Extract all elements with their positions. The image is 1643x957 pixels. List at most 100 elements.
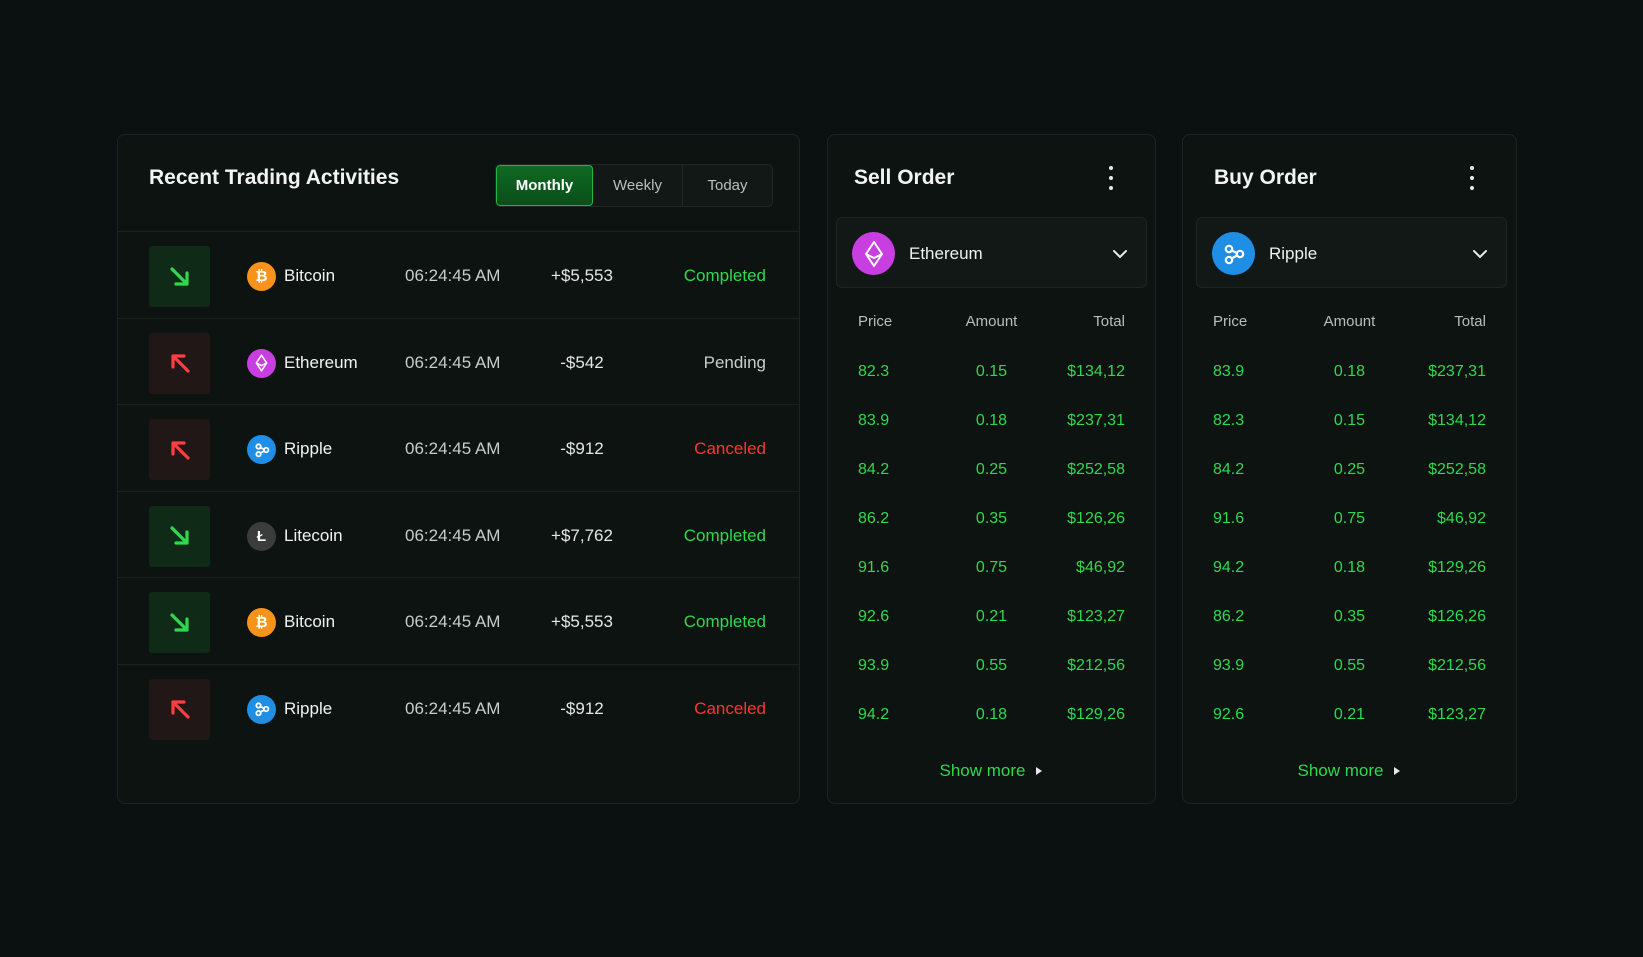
sell-more-options-icon[interactable]: [1107, 166, 1115, 190]
table-row[interactable]: 94.2 0.18 $129,26: [828, 690, 1155, 739]
table-row[interactable]: 91.6 0.75 $46,92: [1183, 494, 1516, 543]
coin-name: Litecoin: [284, 525, 343, 545]
table-row[interactable]: Ripple 06:24:45 AM -$912 Canceled: [118, 665, 799, 752]
amount-cell: 0.55: [975, 656, 1008, 674]
ripple-icon: [1212, 232, 1255, 275]
tab-weekly[interactable]: Weekly: [593, 165, 683, 206]
total-cell: $252,58: [1067, 460, 1125, 478]
table-row[interactable]: Ripple 06:24:45 AM -$912 Canceled: [118, 405, 799, 492]
table-row[interactable]: 92.6 0.21 $123,27: [828, 592, 1155, 641]
trade-amount: +$5,553: [551, 612, 613, 631]
amount-cell: 0.35: [975, 509, 1008, 527]
sell-order-title: Sell Order: [854, 166, 955, 189]
table-row[interactable]: 94.2 0.18 $129,26: [1183, 543, 1516, 592]
arrow-down-right-icon: [149, 505, 210, 567]
trade-time: 06:24:45 AM: [405, 266, 501, 285]
table-row[interactable]: 91.6 0.75 $46,92: [828, 543, 1155, 592]
table-row[interactable]: 93.9 0.55 $212,56: [828, 641, 1155, 690]
amount-cell: 0.15: [975, 362, 1008, 380]
bitcoin-icon: ₿: [247, 262, 276, 291]
table-row[interactable]: 84.2 0.25 $252,58: [1183, 445, 1516, 494]
table-header: Price Amount Total: [1183, 313, 1516, 341]
total-cell: $129,26: [1428, 558, 1486, 576]
trade-amount: +$7,762: [551, 525, 613, 545]
sell-order-card: Sell Order Ethereum Price Amount Total 8…: [827, 134, 1156, 804]
activities-header: Recent Trading Activities Monthly Weekly…: [118, 135, 799, 232]
buy-selected-coin: Ripple: [1269, 244, 1318, 263]
trade-amount: +$5,553: [551, 266, 613, 285]
total-cell: $123,27: [1428, 705, 1486, 723]
column-total: Total: [1093, 313, 1125, 330]
recent-trading-activities-card: Recent Trading Activities Monthly Weekly…: [117, 134, 800, 804]
total-cell: $212,56: [1428, 656, 1486, 674]
sell-coin-select[interactable]: Ethereum: [836, 217, 1147, 288]
table-header: Price Amount Total: [828, 313, 1155, 341]
total-cell: $212,56: [1067, 656, 1125, 674]
bitcoin-icon: ₿: [247, 608, 276, 637]
coin-name: Ripple: [284, 439, 333, 458]
arrow-down-right-icon: [149, 592, 210, 653]
trade-time: 06:24:45 AM: [405, 698, 501, 718]
table-row[interactable]: 82.3 0.15 $134,12: [828, 347, 1155, 396]
coin-name: Ethereum: [284, 352, 358, 372]
amount-cell: 0.55: [1333, 656, 1366, 674]
amount-cell: 0.18: [975, 411, 1008, 429]
ethereum-icon: [247, 348, 276, 378]
total-cell: $129,26: [1067, 705, 1125, 723]
table-row[interactable]: ₿ Bitcoin 06:24:45 AM +$5,553 Completed: [118, 578, 799, 665]
total-cell: $252,58: [1428, 460, 1486, 478]
table-row[interactable]: Ethereum 06:24:45 AM -$542 Pending: [118, 319, 799, 405]
price-cell: 86.2: [858, 509, 890, 527]
table-row[interactable]: 84.2 0.25 $252,58: [828, 445, 1155, 494]
amount-cell: 0.21: [1333, 705, 1366, 723]
status-label: Completed: [683, 612, 766, 631]
price-cell: 92.6: [1213, 705, 1245, 723]
amount-cell: 0.35: [1333, 607, 1366, 625]
ripple-icon: [247, 435, 276, 464]
buy-coin-select[interactable]: Ripple: [1196, 217, 1507, 288]
table-row[interactable]: 82.3 0.15 $134,12: [1183, 396, 1516, 445]
chevron-down-icon: [1473, 250, 1487, 258]
table-row[interactable]: 93.9 0.55 $212,56: [1183, 641, 1516, 690]
price-cell: 84.2: [858, 460, 890, 478]
trade-amount: -$542: [560, 352, 604, 372]
tab-monthly[interactable]: Monthly: [496, 165, 593, 206]
buy-more-options-icon[interactable]: [1468, 166, 1476, 190]
arrow-up-left-icon: [149, 332, 210, 394]
table-row[interactable]: 83.9 0.18 $237,31: [1183, 347, 1516, 396]
sell-selected-coin: Ethereum: [909, 244, 983, 263]
show-more-label: Show more: [1297, 761, 1384, 780]
column-total: Total: [1454, 313, 1486, 330]
show-more-label: Show more: [939, 761, 1026, 780]
price-cell: 94.2: [1213, 558, 1245, 576]
total-cell: $126,26: [1067, 509, 1125, 527]
table-row[interactable]: 86.2 0.35 $126,26: [1183, 592, 1516, 641]
price-cell: 83.9: [858, 411, 890, 429]
amount-cell: 0.25: [1333, 460, 1366, 478]
price-cell: 93.9: [858, 656, 890, 674]
table-row[interactable]: 83.9 0.18 $237,31: [828, 396, 1155, 445]
price-cell: 91.6: [858, 558, 890, 576]
coin-name: Ripple: [284, 698, 333, 718]
ripple-icon: [247, 694, 276, 724]
sell-show-more-link[interactable]: Show more: [828, 761, 1155, 781]
total-cell: $123,27: [1067, 607, 1125, 625]
table-row[interactable]: 86.2 0.35 $126,26: [828, 494, 1155, 543]
trade-time: 06:24:45 AM: [405, 352, 501, 372]
trade-amount: -$912: [560, 439, 604, 458]
price-cell: 92.6: [858, 607, 890, 625]
table-row[interactable]: ₿ Bitcoin 06:24:45 AM +$5,553 Completed: [118, 232, 799, 319]
arrow-down-right-icon: [149, 246, 210, 307]
activities-title: Recent Trading Activities: [149, 166, 400, 189]
caret-right-icon: [1394, 767, 1401, 775]
total-cell: $46,92: [1076, 558, 1125, 576]
table-row[interactable]: 92.6 0.21 $123,27: [1183, 690, 1516, 739]
buy-show-more-link[interactable]: Show more: [1183, 761, 1516, 781]
price-cell: 93.9: [1213, 656, 1245, 674]
trade-amount: -$912: [560, 698, 604, 718]
table-row[interactable]: Ł Litecoin 06:24:45 AM +$7,762 Completed: [118, 492, 799, 578]
amount-cell: 0.75: [975, 558, 1008, 576]
tab-today[interactable]: Today: [707, 177, 748, 194]
total-cell: $134,12: [1067, 362, 1125, 380]
status-label: Completed: [683, 266, 766, 285]
